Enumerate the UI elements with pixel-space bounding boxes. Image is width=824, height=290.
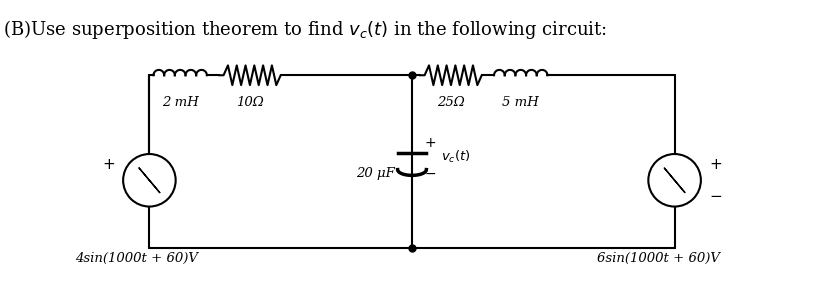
- Text: $v_c(t)$: $v_c(t)$: [441, 149, 471, 165]
- Circle shape: [123, 154, 176, 206]
- Text: +: +: [709, 157, 722, 172]
- Text: −: −: [424, 167, 436, 181]
- Text: 6sin(1000t + 60)V: 6sin(1000t + 60)V: [597, 252, 719, 265]
- Text: 4sin(1000t + 60)V: 4sin(1000t + 60)V: [76, 252, 199, 265]
- Circle shape: [648, 154, 701, 206]
- Text: +: +: [424, 136, 436, 150]
- Text: (B)Use superposition theorem to find $v_c(t)$ in the following circuit:: (B)Use superposition theorem to find $v_…: [3, 18, 607, 41]
- Text: 10Ω: 10Ω: [236, 96, 264, 109]
- Text: 20 μF: 20 μF: [356, 167, 395, 180]
- Text: −: −: [709, 188, 722, 204]
- Text: +: +: [102, 157, 115, 172]
- Text: 25Ω: 25Ω: [437, 96, 465, 109]
- Text: 2 mH: 2 mH: [162, 96, 199, 109]
- Text: 5 mH: 5 mH: [503, 96, 539, 109]
